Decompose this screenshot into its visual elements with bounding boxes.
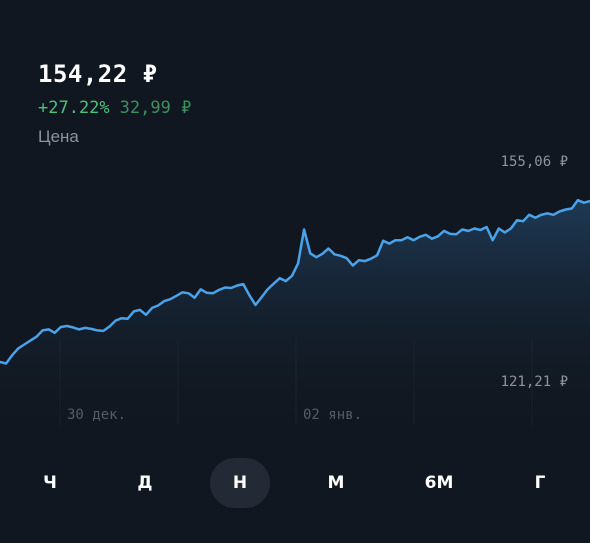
price-area-fill: [0, 200, 590, 440]
period-hour[interactable]: Ч: [43, 473, 57, 493]
y-min-label: 121,21 ₽: [501, 374, 568, 390]
price-caption: Цена: [38, 127, 79, 146]
change-percent: +27.22%: [38, 98, 110, 118]
y-max-label: 155,06 ₽: [501, 154, 568, 170]
period-selector: Ч Д Н М 6М Г: [0, 458, 590, 508]
x-label-dec30: 30 дек.: [67, 407, 126, 423]
price-chart[interactable]: 155,06 ₽ 121,21 ₽ 30 дек. 02 янв.: [0, 0, 590, 440]
price-change: +27.22% 32,99 ₽: [38, 98, 191, 118]
period-month[interactable]: М: [327, 473, 345, 493]
period-week[interactable]: Н: [210, 458, 270, 508]
change-absolute: 32,99 ₽: [119, 98, 192, 118]
period-6month[interactable]: 6М: [424, 473, 454, 493]
price-line: [0, 198, 590, 365]
period-year[interactable]: Г: [534, 473, 546, 493]
x-label-jan02: 02 янв.: [303, 407, 362, 423]
period-day[interactable]: Д: [137, 473, 153, 493]
current-price: 154,22 ₽: [38, 60, 158, 88]
